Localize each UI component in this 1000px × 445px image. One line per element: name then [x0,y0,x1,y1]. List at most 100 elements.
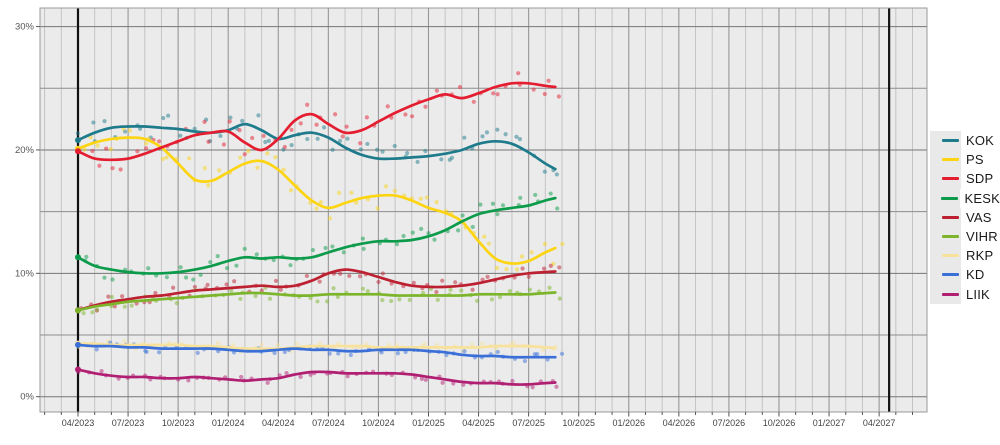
legend-item-liik: LIIK [930,284,1000,304]
poll-dot [440,278,445,283]
poll-dot [554,384,559,389]
poll-dot [535,352,540,357]
x-tick-label: 04/2027 [863,418,896,428]
plot-frame [39,7,928,413]
legend-color-key-vas [942,215,959,219]
poll-dot [224,266,230,271]
poll-dot [495,127,500,132]
poll-dot [90,310,95,315]
poll-dot [401,233,406,239]
poll-dot [294,341,300,346]
poll-dot [510,378,515,384]
poll-dot [418,196,423,201]
poll-dot [281,167,286,172]
legend-label: LIIK [966,286,990,302]
poll-dot [259,288,264,293]
poll-dot [380,297,385,303]
poll-dot [434,342,440,347]
poll-dot [409,114,415,119]
poll-dot [330,147,335,152]
poll-dot [449,155,455,160]
legend-label: KESK [964,190,1000,206]
poll-dot [192,284,198,290]
poll-dot [395,351,400,356]
legend-color-key-kesk [940,196,958,200]
x-tick-label: 01/2024 [212,418,245,428]
poll-dot [547,285,552,290]
trend-line-kesk [76,196,557,275]
poll-dot [289,142,294,148]
poll-dot [470,287,475,292]
poll-dot [489,297,495,302]
poll-dot [531,87,536,92]
poll-dot [94,347,99,352]
poll-dot [153,290,158,296]
x-tick-label: 04/2025 [462,418,495,428]
poll-dot [345,374,350,379]
poll-dot [315,299,320,304]
legend-color-key-liik [942,292,959,296]
poll-dot [104,146,109,151]
poll-dot [106,294,111,299]
poll-dot [240,118,245,123]
poll-dot [495,349,500,355]
poll-dot [440,380,445,385]
poll-dot [146,266,151,271]
poll-dot [273,278,279,283]
legend-color-key-vihr [942,235,959,239]
poll-dot [338,271,343,276]
poll-dot [206,139,211,144]
poll-dot [514,267,520,272]
poll-dot [415,159,420,165]
poll-dot [480,341,485,346]
x-tick-label: 10/2026 [763,418,796,428]
poll-dot [81,311,86,316]
poll-dot [533,192,538,198]
poll-dot [186,378,191,383]
poll-dot [495,92,500,97]
poll-dot [336,190,342,195]
trend-line-vihr [76,291,557,312]
x-tick-label: 10/2025 [562,418,595,428]
poll-dot [237,128,242,133]
poll-dot [517,137,523,142]
election-result-marker-kok [75,137,81,144]
poll-dot [91,120,96,125]
poll-dot [444,352,449,358]
legend-key-cell [930,169,961,189]
poll-dot [227,119,232,124]
poll-dot [305,136,310,142]
x-tick-label: 07/2024 [312,418,345,428]
poll-dot [434,88,439,93]
poll-dot [461,382,466,387]
poll-dot [460,213,465,218]
poll-dot [298,374,303,379]
poll-dot [266,138,271,143]
poll-dot [530,385,535,390]
legend-label: KOK [966,133,995,149]
poll-dot [129,303,134,308]
poll-dot [122,304,127,309]
poll-dot [494,346,499,351]
poll-dot [345,136,350,141]
poll-dot [310,247,316,253]
poll-dot [423,377,428,383]
poll-dot [205,282,210,287]
poll-dot [354,200,359,205]
x-tick-label: 10/2023 [162,418,195,428]
poll-dot [364,115,369,120]
poll-dot [134,301,139,306]
x-tick-label: 01/2025 [412,418,445,428]
poll-dot [192,126,197,131]
poll-dot [254,252,259,257]
poll-dot [333,112,338,117]
x-tick-label: 07/2023 [112,418,145,428]
trend-line-kok [76,122,557,171]
legend-label: KD [966,267,985,283]
poll-dot [314,122,319,127]
poll-dot [554,172,560,177]
poll-dot [178,133,183,138]
poll-dot [289,127,294,132]
poll-dot [385,104,390,109]
